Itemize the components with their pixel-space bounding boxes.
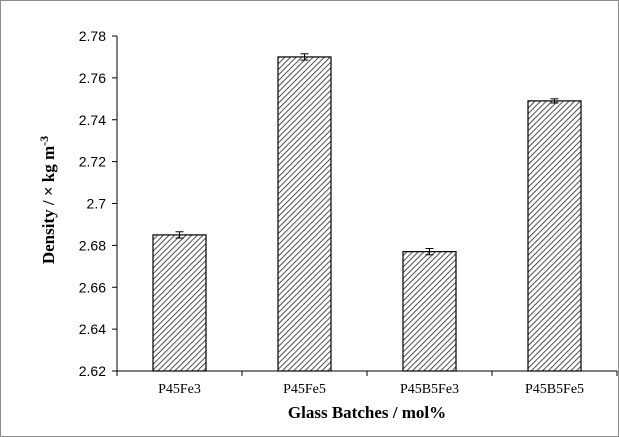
- bar-p45fe3: [153, 235, 206, 371]
- y-tick-label: 2.76: [79, 70, 106, 86]
- y-axis-ticks: 2.62 2.64 2.66 2.68 2.7 2.72 2.74 2.76 2.78: [79, 28, 117, 379]
- bar-p45fe5: [278, 57, 331, 371]
- y-tick-label: 2.7: [87, 196, 107, 212]
- bars: [153, 57, 581, 371]
- error-bars: [176, 54, 559, 255]
- y-tick-label: 2.72: [79, 154, 106, 170]
- y-tick-label: 2.68: [79, 237, 106, 253]
- x-axis-title: Glass Batches / mol%: [288, 403, 446, 422]
- x-axis-ticks: P45Fe3 P45Fe5 P45B5Fe3 P45B5Fe5: [117, 371, 617, 397]
- y-axis-title-superscript: -3: [37, 136, 51, 146]
- bar-p45b5fe3: [403, 252, 456, 371]
- y-tick-label: 2.66: [79, 279, 106, 295]
- y-tick-label: 2.64: [79, 321, 106, 337]
- y-axis-title-main: Density / × kg m: [39, 146, 58, 264]
- x-tick-label: P45Fe3: [158, 382, 201, 397]
- y-tick-label: 2.74: [79, 112, 106, 128]
- y-tick-label: 2.62: [79, 363, 106, 379]
- bar-p45b5fe5: [528, 101, 581, 371]
- x-tick-label: P45Fe5: [283, 382, 326, 397]
- y-axis-title: Density / × kg m-3: [37, 136, 58, 264]
- x-tick-label: P45B5Fe5: [525, 382, 584, 397]
- y-tick-label: 2.78: [79, 28, 106, 44]
- x-tick-label: P45B5Fe3: [400, 382, 459, 397]
